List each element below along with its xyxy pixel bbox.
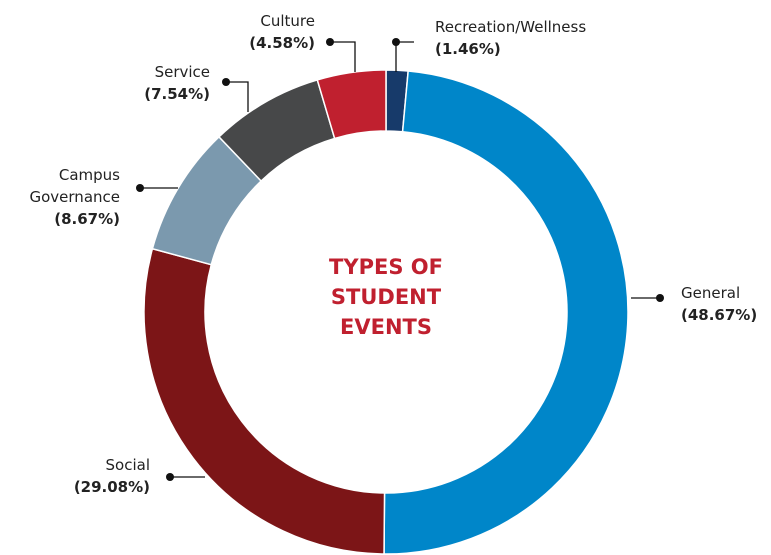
slice-label: General (48.67%): [681, 282, 757, 326]
leader-lines: [140, 41, 660, 478]
leader-line: [226, 81, 249, 112]
leader-dots: [136, 38, 664, 481]
leader-dot: [222, 78, 230, 86]
slice: [143, 247, 386, 555]
category-label: Culture: [260, 12, 315, 30]
category-label: General: [681, 284, 741, 302]
value-label: (48.67%): [681, 306, 758, 324]
slice-label: Campus Governance (8.67%): [10, 164, 121, 230]
slice-label: Social (29.08%): [40, 454, 150, 498]
slice: [383, 70, 629, 555]
slice-label: Recreation/Wellness (1.46%): [435, 16, 586, 60]
category-label: Service: [154, 63, 210, 81]
chart-title: TYPES OF STUDENT EVENTS: [329, 255, 443, 339]
category-label: Social: [105, 456, 150, 474]
value-label: (29.08%): [73, 478, 150, 496]
leader-dot: [656, 294, 664, 302]
leader-dot: [136, 184, 144, 192]
leader-dot: [392, 38, 400, 46]
slice-label: Culture (4.58%): [205, 10, 315, 54]
value-label: (1.46%): [435, 40, 501, 58]
slice-label: Service (7.54%): [100, 61, 210, 105]
slices: [143, 69, 629, 555]
leader-line: [330, 41, 356, 72]
value-label: (4.58%): [249, 34, 315, 52]
slice: [316, 69, 387, 140]
value-label: (8.67%): [54, 210, 120, 228]
leader-dot: [166, 473, 174, 481]
value-label: (7.54%): [144, 85, 210, 103]
category-label: Recreation/Wellness: [435, 18, 587, 36]
category-label: Campus Governance: [29, 166, 121, 206]
leader-dot: [326, 38, 334, 46]
